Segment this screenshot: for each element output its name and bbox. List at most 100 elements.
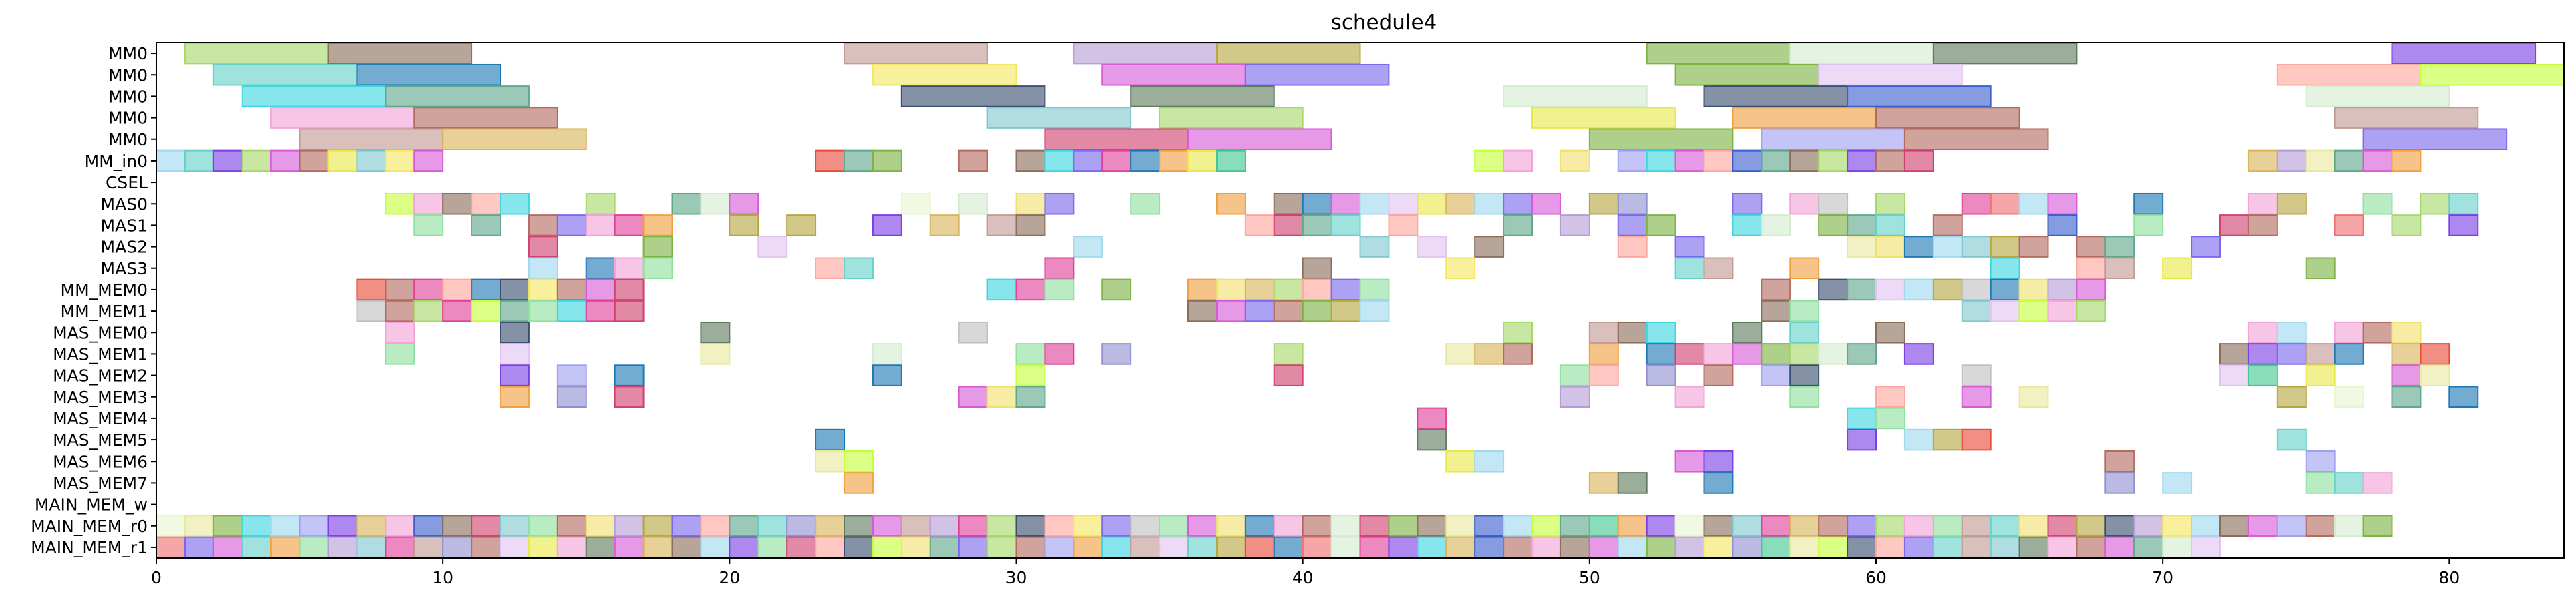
task-bar	[1216, 515, 1246, 537]
task-bar	[2448, 386, 2479, 408]
task-bar	[1674, 257, 1705, 280]
task-bar	[1875, 149, 1905, 172]
task-bar	[1302, 515, 1332, 537]
task-bar	[1847, 214, 1877, 236]
task-bar	[1417, 515, 1447, 537]
task-bar	[1818, 149, 1849, 172]
task-bar	[2276, 343, 2307, 365]
task-bar	[1445, 257, 1476, 280]
task-bar	[1130, 192, 1161, 215]
task-bar	[1588, 536, 1619, 559]
task-bar	[2334, 214, 2364, 236]
task-bar	[1674, 236, 1705, 258]
task-bar	[2334, 343, 2364, 365]
task-bar	[1359, 278, 1390, 301]
task-bar	[1073, 515, 1103, 537]
task-bar	[1216, 536, 1246, 559]
task-bar	[500, 278, 530, 301]
x-tick-label: 80	[2438, 568, 2460, 587]
task-bar	[1417, 236, 1447, 258]
task-bar	[2104, 515, 2135, 537]
task-bar	[471, 214, 502, 236]
task-bar	[729, 515, 759, 537]
task-bar	[986, 515, 1017, 537]
task-bar	[1789, 321, 1820, 344]
task-bar	[1903, 278, 1934, 301]
task-bar	[642, 257, 673, 280]
task-bar	[1073, 236, 1103, 258]
task-bar	[556, 214, 587, 236]
task-bar	[1703, 450, 1734, 473]
task-bar	[1761, 149, 1791, 172]
task-bar	[184, 536, 214, 559]
task-bar	[1847, 149, 1877, 172]
task-bar	[2391, 386, 2422, 408]
task-bar	[2076, 257, 2106, 280]
task-bar	[1302, 192, 1332, 215]
task-bar	[1789, 42, 1934, 65]
task-bar	[1990, 300, 2020, 322]
task-bar	[1617, 515, 1648, 537]
task-bar	[1445, 536, 1476, 559]
task-bar	[585, 214, 616, 236]
task-bar	[1273, 300, 1304, 322]
task-bar	[844, 149, 874, 172]
task-bar	[1273, 536, 1304, 559]
task-bar	[1015, 192, 1046, 215]
task-bar	[1875, 407, 1905, 430]
task-bar	[2133, 536, 2164, 559]
task-bar	[2305, 257, 2336, 280]
task-bar	[2334, 515, 2364, 537]
task-bar	[327, 42, 473, 65]
task-bar	[1588, 472, 1619, 494]
task-bar	[1818, 214, 1849, 236]
task-bar	[1903, 428, 1934, 451]
task-bar	[2191, 536, 2221, 559]
task-bar	[270, 107, 415, 129]
task-bar	[700, 321, 731, 344]
task-bar	[1159, 149, 1189, 172]
task-bar	[1359, 536, 1390, 559]
x-tick-label: 20	[719, 568, 740, 587]
task-bar	[2362, 321, 2393, 344]
task-bar	[1216, 300, 1246, 322]
task-bar	[2047, 300, 2078, 322]
task-bar	[1818, 192, 1849, 215]
task-bar	[556, 536, 587, 559]
task-bar	[1789, 386, 1820, 408]
task-bar	[1244, 278, 1275, 301]
task-bar	[556, 300, 587, 322]
task-bar	[1932, 214, 1963, 236]
task-bar	[385, 300, 415, 322]
task-bar	[1588, 192, 1619, 215]
task-bar	[1674, 149, 1705, 172]
task-bar	[900, 192, 931, 215]
task-bar	[1617, 214, 1648, 236]
task-bar	[2276, 386, 2307, 408]
task-bar	[1216, 278, 1246, 301]
task-bar	[1015, 536, 1046, 559]
task-bar	[1903, 536, 1934, 559]
task-bar	[2448, 192, 2479, 215]
task-bar	[958, 386, 988, 408]
task-bar	[442, 128, 587, 151]
task-bar	[270, 149, 301, 172]
task-bar	[2391, 149, 2422, 172]
task-bar	[1961, 536, 1992, 559]
task-bar	[1417, 536, 1447, 559]
task-bar	[1875, 278, 1905, 301]
y-tick-label: MAS3	[101, 259, 148, 278]
task-bar	[556, 515, 587, 537]
task-bar	[1789, 192, 1820, 215]
task-bar	[958, 149, 988, 172]
task-bar	[1703, 149, 1734, 172]
task-bar	[2420, 63, 2565, 86]
task-bar	[614, 300, 645, 322]
task-bar	[1273, 192, 1304, 215]
task-bar	[1732, 515, 1763, 537]
task-bar	[986, 536, 1017, 559]
task-bar	[2219, 343, 2249, 365]
task-bar	[700, 192, 731, 215]
